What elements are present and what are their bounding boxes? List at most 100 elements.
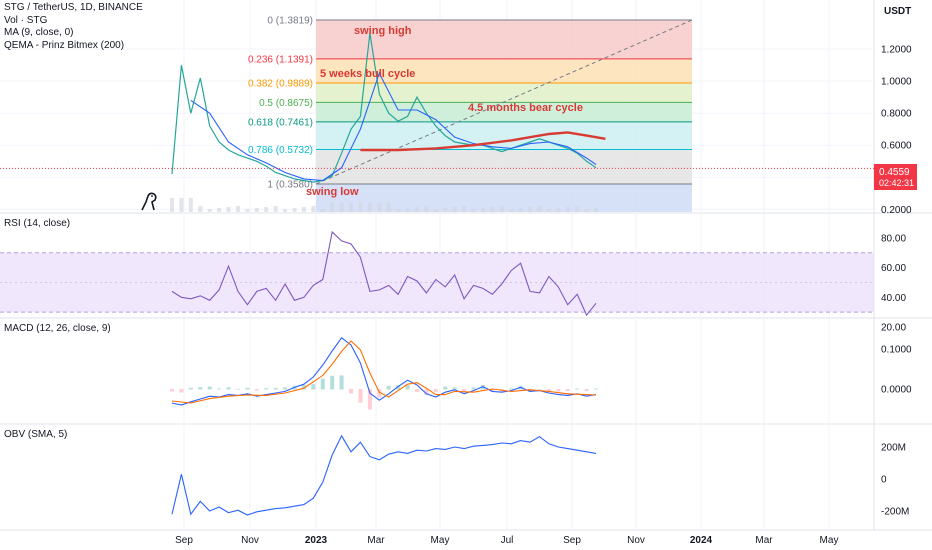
macd-histogram-bar [575, 388, 580, 390]
fib-zone [316, 121, 692, 150]
rsi-tick-label: 20.00 [881, 323, 906, 334]
y-tick-label: 1.2000 [881, 45, 912, 56]
macd-pane[interactable] [170, 337, 598, 410]
macd-histogram-bar [414, 389, 419, 392]
currency-label: USDT [884, 6, 911, 17]
volume-bar [575, 206, 580, 212]
x-tick-label: May [820, 535, 839, 546]
macd-histogram-bar [179, 389, 184, 393]
x-tick-label: Sep [563, 535, 581, 546]
volume-bar [254, 208, 259, 212]
fib-level-label: 0.236 (1.1391) [248, 54, 313, 65]
macd-title[interactable]: MACD (12, 26, close, 9) [4, 323, 111, 334]
volume-bar [188, 198, 193, 212]
macd-histogram-bar [424, 389, 429, 396]
macd-histogram-bar [273, 387, 278, 390]
macd-histogram-bar [433, 389, 438, 392]
macd-histogram-bar [377, 389, 382, 398]
macd-histogram-bar [471, 387, 476, 390]
rsi-title[interactable]: RSI (14, close) [4, 218, 71, 229]
volume-bar [594, 208, 598, 212]
macd-histogram-bar [386, 385, 391, 390]
macd-histogram-bar [490, 389, 495, 392]
rsi-tick-label: 80.00 [881, 233, 906, 244]
price-tag-value: 0.4559 [879, 167, 910, 178]
volume-bar [556, 208, 561, 212]
legend: STG / TetherUS, 1D, BINANCE Vol · STG MA… [4, 2, 143, 52]
annotation-bull-cycle: 5 weeks bull cycle [320, 68, 415, 80]
macd-histogram-bar [358, 389, 363, 403]
ma-series-line [190, 71, 597, 182]
legend-volume[interactable]: Vol · STG [4, 14, 48, 26]
volume-bar [405, 208, 410, 212]
rsi-pane[interactable] [0, 230, 874, 317]
macd-histogram-bar [188, 387, 193, 390]
y-tick-label: 1.0000 [881, 77, 912, 88]
volume-bar [424, 206, 429, 212]
legend-ma[interactable]: MA (9, close, 0) [4, 27, 74, 38]
volume-bar [537, 206, 542, 212]
price-series-line [171, 33, 597, 183]
x-tick-label: Sep [175, 535, 193, 546]
macd-histogram-bar [537, 389, 542, 390]
macd-histogram-bar [235, 388, 240, 390]
volume-bar [584, 209, 589, 212]
macd-histogram-bar [217, 388, 222, 390]
rsi-series-line [171, 230, 597, 317]
legend-qema[interactable]: QEMA - Prinz Bitmex (200) [4, 39, 125, 51]
annotation-swing-low: swing low [306, 186, 359, 198]
volume-bar [320, 209, 325, 212]
fib-zone [316, 102, 692, 122]
volume-bar [292, 208, 297, 212]
fib-zone [316, 58, 692, 83]
x-tick-label: 2023 [305, 535, 328, 546]
volume-bar [217, 208, 222, 212]
fibonacci-retracement[interactable]: 0 (1.3819) 0.236 (1.1391) 0.382 (0.9889) 0.… [248, 16, 693, 213]
obv-tick-label: 200M [881, 443, 906, 454]
fib-trend-line [315, 19, 693, 185]
obv-title[interactable]: OBV (SMA, 5) [4, 429, 68, 440]
volume-bar [179, 198, 184, 212]
y-tick-label: 0.8000 [881, 109, 912, 120]
fib-level-label: 0.786 (0.5732) [248, 145, 313, 156]
macd-histogram-bar [245, 387, 250, 390]
fib-level-label: 0.618 (0.7461) [248, 117, 313, 128]
symbol-title[interactable]: STG / TetherUS, 1D, BINANCE [4, 2, 143, 13]
macd-histogram-bar [584, 389, 589, 392]
rsi-tick-label: 40.00 [881, 293, 906, 304]
volume-bar [565, 207, 570, 212]
macd-tick-label: 0.0000 [881, 385, 912, 396]
volume-bar [433, 209, 438, 212]
macd-histogram-bar [198, 387, 203, 390]
macd-histogram-bar [565, 389, 570, 392]
volume-bar [528, 207, 533, 212]
x-tick-label: Mar [367, 535, 385, 546]
macd-histogram-bar [226, 387, 231, 390]
macd-histogram-bar [509, 388, 514, 390]
x-tick-label: May [431, 535, 450, 546]
macd-histogram-bar [546, 389, 551, 392]
volume-bar [518, 208, 523, 212]
axes: Sep Nov 2023 Mar May Jul Sep Nov 2024 Mar May 1.200… [175, 45, 912, 546]
volume-bar [499, 206, 504, 212]
volume-bar [480, 208, 485, 212]
volume-bar [367, 203, 372, 212]
volume-bar [443, 208, 448, 212]
volume-bar [462, 206, 467, 212]
volume-bar [264, 207, 269, 212]
obv-pane[interactable] [171, 434, 597, 516]
annotation-bear-cycle: 4.5 months bear cycle [468, 102, 583, 114]
obv-series-line [171, 434, 597, 516]
volume-bar [490, 207, 495, 212]
macd-histogram-bar [264, 388, 269, 390]
volume-bar [471, 209, 476, 212]
volume-bar [396, 209, 401, 212]
qema-series-line [360, 131, 606, 152]
macd-histogram-bar [556, 389, 561, 392]
tradingview-logo-icon [141, 192, 157, 211]
volume-bar [349, 203, 354, 212]
x-tick-label: 2024 [690, 535, 713, 546]
volume-bar [339, 203, 344, 212]
price-pane[interactable] [0, 33, 874, 212]
